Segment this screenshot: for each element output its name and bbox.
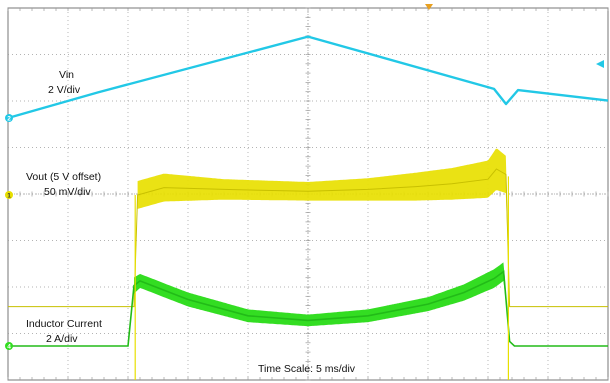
- vin-label: Vin: [59, 69, 74, 81]
- channel-4-marker-label: 4: [7, 344, 11, 351]
- inductor-current-label: Inductor Current: [26, 318, 102, 330]
- inductor-current-scale-label: 2 A/div: [46, 333, 78, 345]
- time-scale-label: Time Scale: 5 ms/div: [258, 363, 356, 375]
- channel-2-marker-label: 2: [7, 116, 11, 123]
- vout-label: Vout (5 V offset): [26, 171, 101, 183]
- vin-scale-label: 2 V/div: [48, 84, 81, 96]
- vout-scale-label: 50 mV/div: [44, 186, 91, 198]
- channel-1-marker-label: 1: [7, 193, 11, 200]
